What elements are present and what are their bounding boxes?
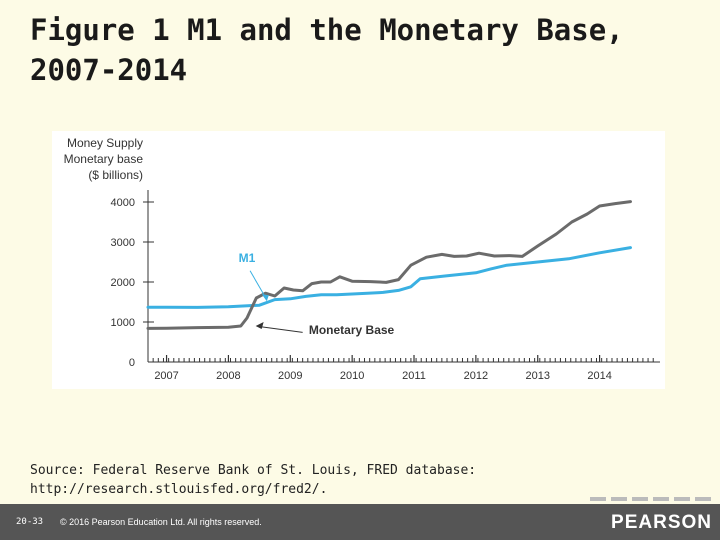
y-axis-label-line-1: Money Supply [67,136,143,150]
source-line-2: http://research.stlouisfed.org/fred2/. [30,482,328,497]
annotation-monetary-base-arrow [258,325,303,333]
y-tick-label: 0 [129,357,135,369]
page-number: 20-33 [16,517,44,527]
annotation-monetary-base: Monetary Base [309,323,395,337]
x-tick-label: 2009 [278,370,302,382]
footer-bar: 20-33 © 2016 Pearson Education Ltd. All … [0,504,720,540]
source-line-1: Source: Federal Reserve Bank of St. Loui… [30,463,477,478]
series-layer [146,200,632,330]
x-tick-label: 2013 [525,370,549,382]
y-tick-label: 1000 [111,317,135,329]
x-tick-label: 2008 [216,370,240,382]
y-axis-label-line-3: ($ billions) [88,168,143,182]
chart-panel: Money Supply Monetary base ($ billions) … [52,131,665,389]
annotation-m1-arrowhead [261,294,269,302]
x-tick-label: 2010 [340,370,364,382]
annotation-m1: M1 [239,251,256,265]
series-line-m1 [146,246,632,309]
y-tick-label: 4000 [111,197,135,209]
line-chart: Money Supply Monetary base ($ billions) … [64,136,660,382]
pearson-logo: PEARSON [611,512,712,533]
y-axis-label-line-2: Monetary base [64,152,144,166]
x-tick-label: 2012 [464,370,488,382]
x-tick-label: 2014 [587,370,611,382]
annotation-monetary-base-arrowhead [255,322,264,329]
copyright-text: © 2016 Pearson Education Ltd. All rights… [60,517,262,527]
slide-title-line-1: Figure 1 M1 and the Monetary Base, [30,13,624,47]
slide-title-line-2: 2007-2014 [30,53,188,87]
axes: 0 1000 2000 3000 4000 2007 2008 2009 2010 2011 201… [111,190,660,382]
y-tick-label: 3000 [111,237,135,249]
slide-title: Figure 1 M1 and the Monetary Base, 2007-… [30,10,700,90]
logo-accent-dashes [590,497,716,501]
x-tick-label: 2011 [402,370,426,382]
source-note: Source: Federal Reserve Bank of St. Loui… [30,461,690,499]
x-tick-label: 2007 [154,370,178,382]
series-line-monetary-base [146,200,632,330]
annotation-layer: M1 Monetary Base [239,251,395,337]
y-axis-label: Money Supply Monetary base ($ billions) [64,136,144,182]
y-tick-label: 2000 [111,277,135,289]
